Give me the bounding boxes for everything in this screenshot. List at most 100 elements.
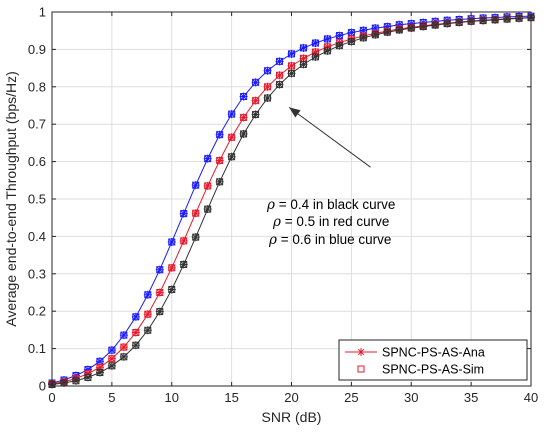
data-point: [323, 46, 332, 55]
asterisk-stroke: [479, 17, 487, 24]
asterisk-stroke: [156, 266, 163, 273]
data-point: [179, 260, 188, 269]
data-point: [203, 181, 212, 190]
data-point: [323, 34, 332, 43]
rho-symbol: ρ: [266, 197, 275, 213]
asterisk-stroke: [192, 233, 199, 241]
asterisk-stroke: [491, 16, 499, 24]
data-point: [155, 265, 164, 274]
asterisk-stroke: [288, 70, 295, 77]
y-tick-label: 0.7: [28, 117, 46, 132]
asterisk-stroke: [360, 27, 367, 34]
data-point: [299, 43, 308, 52]
asterisk-stroke: [467, 18, 475, 25]
asterisk-stroke: [144, 327, 151, 334]
data-point: [479, 16, 488, 25]
data-point: [191, 181, 200, 190]
asterisk-stroke: [515, 15, 523, 22]
asterisk-stroke: [216, 131, 223, 138]
asterisk-stroke: [132, 329, 139, 336]
asterisk-stroke: [276, 81, 283, 88]
x-tick-label: 0: [48, 390, 55, 405]
annotation-line-2: ρ = 0.5 in red curve: [272, 214, 389, 230]
data-point: [95, 368, 104, 377]
asterisk-stroke: [120, 331, 128, 339]
data-point: [167, 238, 176, 247]
y-tick-label: 0.5: [28, 192, 46, 207]
data-point: [251, 78, 260, 87]
asterisk-stroke: [444, 20, 451, 27]
data-point: [467, 17, 476, 26]
data-point: [275, 57, 284, 66]
data-point: [515, 14, 524, 23]
y-tick-label: 1: [39, 5, 46, 20]
asterisk-stroke: [180, 261, 187, 268]
asterisk-stroke: [455, 19, 463, 26]
data-point: [311, 52, 320, 61]
data-point: [371, 30, 380, 39]
asterisk-stroke: [252, 79, 259, 86]
asterisk-stroke: [228, 153, 235, 160]
x-tick-label: 35: [464, 390, 478, 405]
data-point: [503, 15, 512, 24]
annotation-text: = 0.4 in black curve: [275, 197, 395, 212]
asterisk-stroke: [312, 53, 319, 61]
asterisk-stroke: [84, 374, 92, 381]
asterisk-stroke: [420, 23, 427, 30]
y-axis-label: Average end-to-end Throughput (bps/Hz): [3, 71, 19, 327]
asterisk-stroke: [348, 29, 355, 36]
asterisk-stroke: [204, 155, 211, 162]
data-point: [359, 33, 368, 42]
data-point: [491, 15, 500, 24]
x-axis-label: SNR (dB): [262, 409, 322, 425]
asterisk-stroke: [144, 291, 151, 298]
data-point: [179, 209, 188, 218]
y-tick-label: 0.8: [28, 79, 46, 94]
asterisk-stroke: [72, 377, 80, 384]
data-point: [107, 354, 116, 363]
data-point: [131, 312, 140, 321]
data-point: [107, 346, 116, 355]
data-point: [119, 352, 128, 361]
legend: SPNC-PS-AS-Ana SPNC-PS-AS-Sim: [338, 339, 528, 381]
asterisk-stroke: [360, 34, 367, 41]
x-tick-label: 30: [404, 390, 418, 405]
data-point: [287, 49, 296, 58]
asterisk-stroke: [180, 210, 187, 217]
asterisk-stroke: [96, 358, 104, 365]
data-point: [95, 357, 104, 366]
asterisk-stroke: [192, 182, 199, 189]
asterisk-stroke: [336, 32, 343, 39]
asterisk-stroke: [288, 50, 295, 58]
data-point: [227, 152, 236, 161]
data-point: [119, 331, 128, 340]
x-tick-label: 25: [344, 390, 358, 405]
legend-label: SPNC-PS-AS-Sim: [382, 363, 484, 377]
data-point: [275, 80, 284, 89]
asterisk-stroke: [396, 26, 403, 34]
data-point: [143, 326, 152, 335]
asterisk-stroke: [180, 237, 187, 245]
data-point: [263, 94, 272, 103]
asterisk-stroke: [60, 379, 68, 387]
asterisk-stroke: [264, 94, 271, 102]
data-point: [203, 154, 212, 163]
data-point: [287, 61, 296, 70]
data-point: [251, 110, 260, 119]
asterisk-stroke: [156, 289, 163, 296]
data-point: [239, 129, 248, 138]
annotation-line-1: ρ = 0.4 in black curve: [266, 197, 395, 213]
x-tick-label: 15: [224, 390, 238, 405]
asterisk-stroke: [108, 362, 116, 369]
asterisk-stroke: [240, 114, 247, 121]
asterisk-stroke: [168, 238, 175, 246]
y-tick-label: 0.2: [28, 304, 46, 319]
data-point: [83, 373, 92, 382]
data-point: [167, 263, 176, 272]
legend-box: [338, 339, 528, 381]
data-point: [191, 209, 200, 218]
data-point: [431, 21, 440, 30]
asterisk-stroke: [300, 44, 307, 52]
